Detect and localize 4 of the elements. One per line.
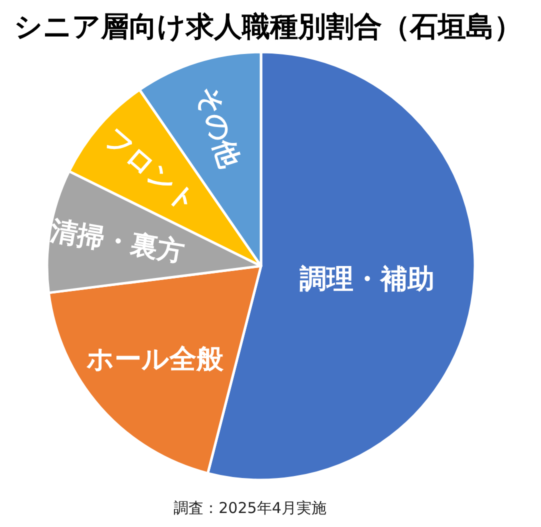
- text: 調査：2025年4月実施: [174, 499, 326, 517]
- chart-title: シニア層向け求人職種別割合（石垣島）: [14, 10, 522, 43]
- slice-label: 調理・補助: [300, 264, 435, 295]
- slice-label: ホール全般: [86, 344, 225, 375]
